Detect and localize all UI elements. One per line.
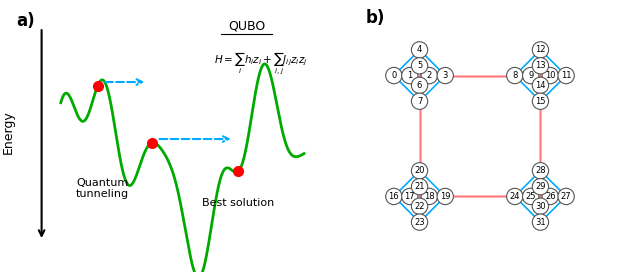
Circle shape [412,77,428,94]
Text: QUBO: QUBO [228,19,265,32]
Circle shape [412,93,428,109]
Circle shape [558,188,574,205]
Circle shape [532,93,548,109]
Text: 7: 7 [417,97,422,106]
Text: 17: 17 [404,192,415,201]
Text: 29: 29 [535,182,546,191]
Circle shape [558,67,574,84]
Text: 27: 27 [561,192,572,201]
Circle shape [507,67,523,84]
Text: 0: 0 [391,71,397,80]
Circle shape [412,214,428,230]
Text: 11: 11 [561,71,572,80]
Text: 25: 25 [525,192,536,201]
Circle shape [412,42,428,58]
Text: 4: 4 [417,45,422,54]
Circle shape [532,198,548,214]
Circle shape [402,188,418,205]
Text: 6: 6 [417,81,422,90]
Text: b): b) [365,9,385,27]
Text: Energy: Energy [1,110,15,154]
Circle shape [412,198,428,214]
Text: 28: 28 [535,166,546,175]
Circle shape [532,42,548,58]
Text: 9: 9 [528,71,533,80]
Circle shape [421,188,438,205]
Text: 15: 15 [535,97,546,106]
Circle shape [532,178,548,195]
Circle shape [421,67,438,84]
Text: 19: 19 [440,192,451,201]
Circle shape [542,188,558,205]
Circle shape [386,188,402,205]
Text: 10: 10 [545,71,556,80]
Text: 21: 21 [414,182,425,191]
Text: 26: 26 [545,192,556,201]
Circle shape [532,163,548,179]
Text: Best solution: Best solution [202,199,275,208]
Text: 12: 12 [535,45,546,54]
Text: 8: 8 [512,71,518,80]
Circle shape [412,58,428,74]
Text: 31: 31 [535,218,546,227]
Text: 1: 1 [407,71,412,80]
Text: 13: 13 [535,61,546,70]
Circle shape [412,163,428,179]
Text: 20: 20 [414,166,425,175]
Circle shape [532,214,548,230]
Circle shape [437,188,453,205]
Circle shape [542,67,558,84]
Text: 14: 14 [535,81,546,90]
Text: 23: 23 [414,218,425,227]
Circle shape [522,67,539,84]
Circle shape [532,77,548,94]
Text: 18: 18 [424,192,435,201]
Text: 2: 2 [427,71,432,80]
Circle shape [532,58,548,74]
Text: 22: 22 [414,202,425,211]
Text: 30: 30 [535,202,546,211]
Text: 24: 24 [509,192,520,201]
Text: a): a) [16,12,35,30]
Circle shape [412,178,428,195]
Circle shape [386,67,402,84]
Text: 5: 5 [417,61,422,70]
Text: 16: 16 [388,192,399,201]
Circle shape [437,67,453,84]
Text: 3: 3 [442,71,448,80]
Circle shape [507,188,523,205]
Circle shape [522,188,539,205]
Text: Quantum
tunneling: Quantum tunneling [76,178,129,199]
Text: $H = \sum_{i} h_i z_i + \sum_{i,j} J_{ij} z_i z_j$: $H = \sum_{i} h_i z_i + \sum_{i,j} J_{ij… [214,51,308,77]
Circle shape [402,67,418,84]
